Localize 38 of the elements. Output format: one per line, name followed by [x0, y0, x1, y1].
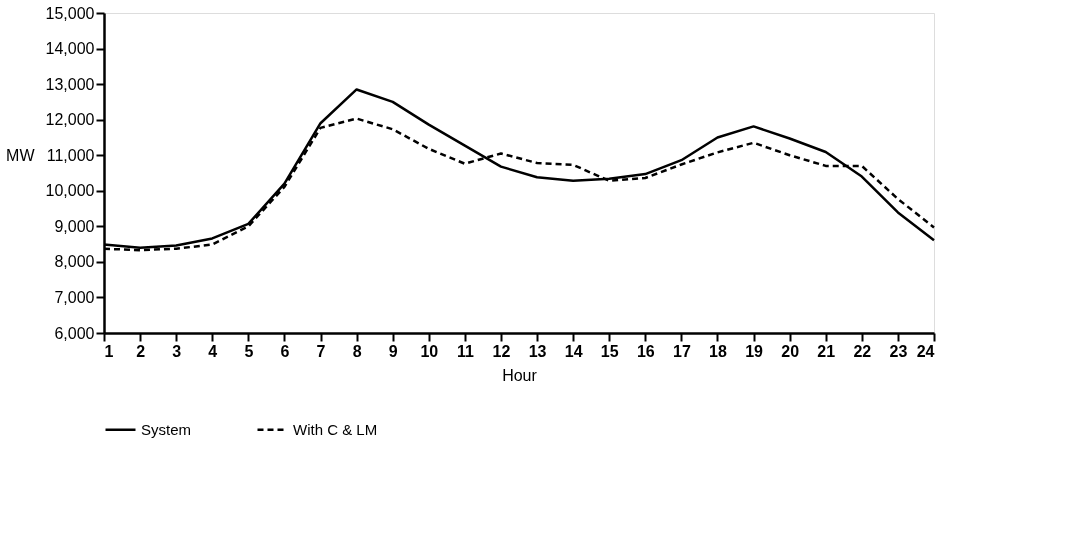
x-tick-label: 12: [492, 342, 511, 360]
x-tick-label: 20: [781, 342, 800, 360]
legend-label: System: [141, 420, 192, 438]
x-tick-label: 19: [745, 342, 764, 360]
y-tick-label: 8,000: [54, 253, 95, 271]
y-tick-label: 6,000: [54, 324, 95, 342]
x-tick-label: 3: [172, 342, 182, 360]
y-axis-title: MW: [6, 146, 36, 164]
x-tick-label: 7: [316, 342, 326, 360]
y-tick-label: 15,000: [45, 4, 95, 22]
legend-label: With C & LM: [293, 420, 378, 438]
x-axis-title: Hour: [502, 366, 538, 384]
x-tick-label: 18: [709, 342, 727, 360]
y-tick-label: 11,000: [46, 146, 95, 164]
x-tick-label: 2: [136, 342, 146, 360]
x-tick-label: 22: [853, 342, 872, 360]
x-tick-label: 13: [528, 342, 547, 360]
x-tick-label: 6: [280, 342, 290, 360]
x-tick-label: 10: [420, 342, 439, 360]
x-tick-label: 1: [104, 342, 114, 360]
y-tick-label: 7,000: [54, 288, 95, 306]
x-tick-label: 16: [636, 342, 655, 360]
x-tick-label: 9: [388, 342, 398, 360]
x-tick-label: 21: [817, 342, 836, 360]
x-tick-label: 24: [916, 342, 935, 360]
x-tick-label: 5: [244, 342, 254, 360]
y-tick-label: 13,000: [45, 75, 95, 93]
y-tick-label: 10,000: [45, 182, 95, 200]
x-tick-label: 17: [672, 342, 691, 360]
x-tick-label: 15: [600, 342, 619, 360]
x-tick-label: 11: [456, 342, 474, 360]
x-tick-label: 4: [208, 342, 218, 360]
y-tick-label: 9,000: [54, 217, 95, 235]
y-tick-label: 12,000: [45, 111, 95, 129]
x-tick-label: 23: [889, 342, 908, 360]
x-tick-label: 8: [352, 342, 362, 360]
y-tick-label: 14,000: [45, 40, 95, 58]
x-tick-label: 14: [564, 342, 583, 360]
